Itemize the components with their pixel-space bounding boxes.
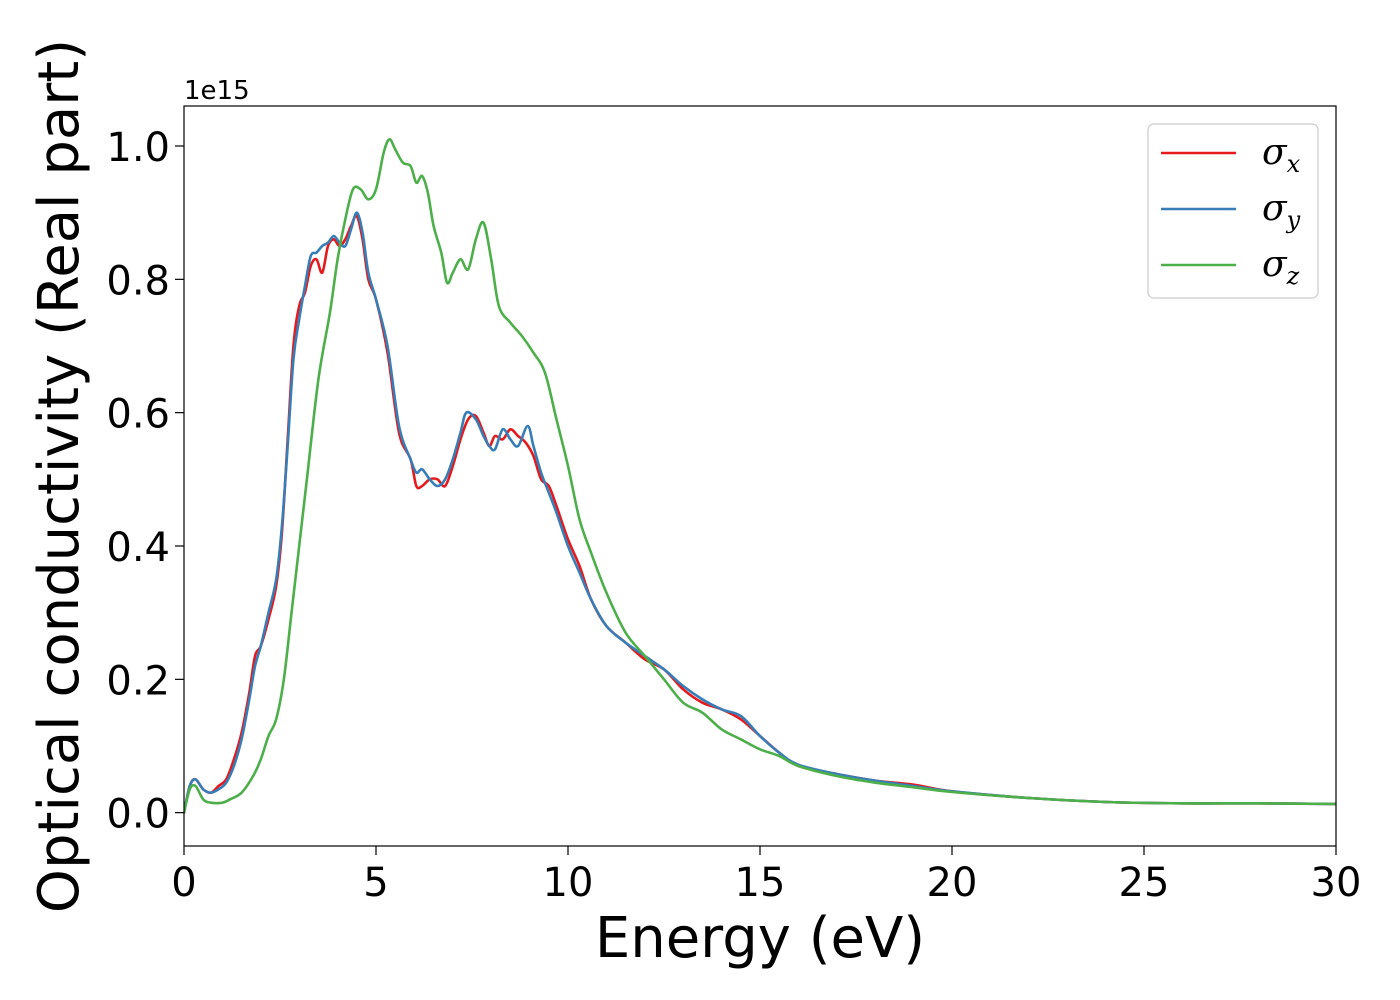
x-tick-label: 20	[927, 860, 978, 906]
y-axis-ticks: 0.0 0.2 0.4 0.6 0.8 1.0	[106, 125, 184, 838]
series-line-y	[184, 211, 1336, 814]
x-axis-title: Energy (eV)	[595, 906, 925, 971]
series-layer	[184, 138, 1336, 814]
series-line-z	[184, 138, 1336, 814]
x-tick-label: 25	[1119, 860, 1170, 906]
x-tick-label: 0	[171, 860, 196, 906]
y-tick-label: 1.0	[106, 125, 170, 171]
y-tick-label: 0.8	[106, 258, 170, 304]
legend: σx σy σz	[1147, 123, 1319, 299]
legend-label-z: σz	[1262, 244, 1300, 290]
legend-box	[1147, 123, 1319, 299]
y-tick-label: 0.0	[106, 792, 170, 838]
x-tick-label: 30	[1311, 860, 1362, 906]
series-line-x	[184, 214, 1336, 814]
x-tick-label: 5	[363, 860, 388, 906]
x-axis-ticks: 0 5 10 15 20 25 30	[171, 846, 1361, 906]
legend-label-x: σx	[1262, 132, 1301, 178]
x-tick-label: 10	[543, 860, 594, 906]
x-tick-label: 15	[735, 860, 786, 906]
y-tick-label: 0.6	[106, 392, 170, 438]
y-axis-title: Optical conductivity (Real part)	[27, 39, 92, 913]
y-tick-label: 0.2	[106, 658, 170, 704]
y-tick-label: 0.4	[106, 525, 170, 571]
y-offset-label: 1e15	[184, 76, 250, 106]
legend-label-y: σy	[1262, 188, 1301, 234]
